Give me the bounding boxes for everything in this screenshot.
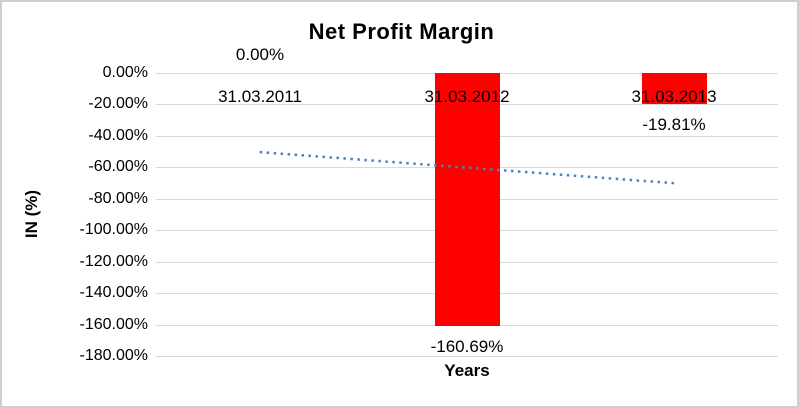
category-label: 31.03.2011 [218,87,302,106]
bar-31.03.2012[interactable] [435,73,500,326]
y-tick-label: -180.00% [79,347,149,364]
y-tick-label: -60.00% [88,158,148,175]
gridline [156,356,778,357]
x-axis-title: Years [444,361,490,380]
y-tick-label: -160.00% [79,316,149,333]
data-label: 0.00% [235,45,285,64]
y-tick-label: -80.00% [88,190,148,207]
y-tick-label: -100.00% [79,221,149,238]
y-tick-label: -120.00% [79,253,149,270]
chart-title: Net Profit Margin [308,19,495,44]
y-tick-label: -140.00% [79,284,149,301]
y-tick-label: -20.00% [88,95,148,112]
data-label: -160.69% [430,337,504,356]
category-label: 31.03.2012 [424,87,510,106]
y-tick-label: -40.00% [88,127,148,144]
data-label: -19.81% [642,115,706,134]
category-label: 31.03.2013 [631,87,717,106]
bar-31.03.2013[interactable] [642,73,707,104]
y-tick-label: 0.00% [102,64,148,81]
